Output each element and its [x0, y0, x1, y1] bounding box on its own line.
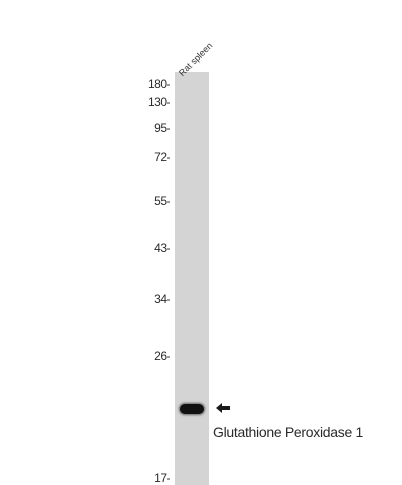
marker-72: 72- [154, 150, 170, 164]
left-arrow-icon [216, 403, 230, 413]
marker-55: 55- [154, 194, 170, 208]
marker-95: 95- [154, 121, 170, 135]
marker-17: 17- [154, 471, 170, 485]
marker-34: 34- [154, 292, 170, 306]
marker-130: 130- [147, 95, 171, 109]
marker-43: 43- [154, 241, 170, 255]
marker-180: 180- [147, 77, 171, 91]
marker-26: 26- [154, 349, 170, 363]
protein-label: Glutathione Peroxidase 1 [213, 424, 364, 440]
gel-lane [175, 72, 209, 485]
protein-band [180, 404, 204, 414]
